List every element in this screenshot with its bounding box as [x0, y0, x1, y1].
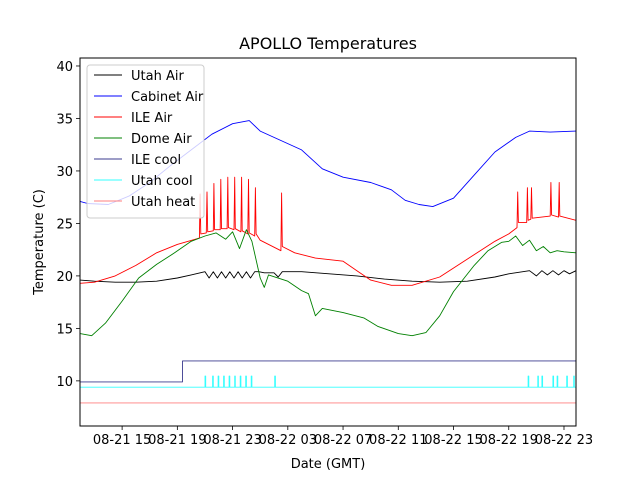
x-tick-label: 08-22 07: [314, 433, 372, 448]
x-tick-label: 08-22 15: [424, 433, 482, 448]
legend-label-utah-heat: Utah heat: [131, 195, 195, 210]
legend-label-utah-air: Utah Air: [131, 69, 184, 84]
series-line-dome-air: [80, 229, 576, 337]
x-tick-label: 08-22 23: [535, 433, 593, 448]
x-axis-label: Date (GMT): [291, 457, 366, 472]
legend-label-utah-cool: Utah cool: [131, 174, 193, 189]
legend-label-cabinet-air: Cabinet Air: [131, 90, 204, 105]
y-tick-label: 25: [56, 217, 73, 232]
series-line-ile-air: [80, 176, 576, 286]
legend-label-ile-air: ILE Air: [131, 111, 173, 126]
x-tick-label: 08-22 19: [480, 433, 538, 448]
x-tick-label: 08-22 03: [259, 433, 317, 448]
legend-label-dome-air: Dome Air: [131, 132, 192, 147]
y-tick-label: 35: [56, 112, 73, 127]
x-tick-label: 08-21 19: [148, 433, 206, 448]
legend: Utah Air Cabinet Air ILE Air Dome Air ILE co…: [86, 64, 205, 219]
x-tick-label: 08-21 15: [93, 433, 151, 448]
series-line-utah-air: [80, 270, 576, 283]
x-tick-label: 08-22 11: [369, 433, 427, 448]
y-tick-label: 15: [56, 322, 73, 337]
series-line-utah-cool: [80, 375, 576, 388]
legend-label-ile-cool: ILE cool: [131, 153, 181, 168]
y-tick-label: 30: [56, 165, 73, 180]
plot-frame: [79, 57, 577, 427]
x-tick-label: 08-21 23: [203, 433, 261, 448]
y-tick-label: 40: [56, 60, 73, 75]
y-tick-label: 20: [56, 270, 73, 285]
y-axis: 10 15 20 25 30 35 40: [56, 60, 80, 390]
series-line-ile-cool: [80, 360, 576, 383]
chart-title: APOLLO Temperatures: [239, 34, 417, 53]
y-axis-label: Temperature (C): [32, 189, 47, 296]
y-tick-label: 10: [56, 375, 73, 390]
